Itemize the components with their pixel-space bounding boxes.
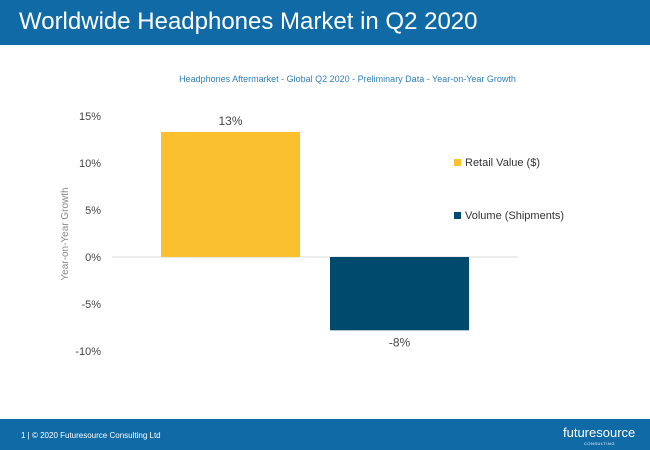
- brand-logo-subtitle: CONSULTING: [584, 441, 615, 446]
- y-tick-label: 10%: [79, 158, 101, 170]
- y-tick-label: -10%: [75, 346, 101, 358]
- legend-swatch: [454, 159, 461, 166]
- y-tick-label: 0%: [85, 252, 101, 264]
- bars: [161, 131, 469, 331]
- legend-label: Volume (Shipments): [465, 210, 564, 222]
- y-axis-label: Year-on-Year Growth: [60, 187, 71, 280]
- bar-retail-value: [161, 131, 300, 257]
- legend: Retail Value ($) Volume (Shipments): [454, 157, 564, 222]
- value-labels: 13% -8%: [218, 114, 410, 349]
- footer-bar: 1 | © 2020 Futuresource Consulting Ltd f…: [0, 419, 650, 450]
- y-tick-label: 15%: [79, 111, 101, 123]
- page-title: Worldwide Headphones Market in Q2 2020: [19, 8, 478, 35]
- bar-value-label: -8%: [389, 335, 411, 349]
- header-bar: Worldwide Headphones Market in Q2 2020: [0, 0, 650, 45]
- legend-label: Retail Value ($): [465, 157, 540, 169]
- y-tick-label: 5%: [85, 205, 101, 217]
- chart-title: Headphones Aftermarket - Global Q2 2020 …: [179, 74, 516, 84]
- brand-logo: futuresource: [563, 425, 636, 440]
- y-tick-label: -5%: [81, 299, 101, 311]
- legend-swatch: [454, 212, 461, 219]
- bar-volume-shipments: [330, 257, 469, 331]
- y-axis-ticks: 15% 10% 5% 0% -5% -10%: [75, 111, 101, 358]
- footer-copyright: 1 | © 2020 Futuresource Consulting Ltd: [21, 431, 161, 440]
- bar-value-label: 13%: [218, 114, 242, 128]
